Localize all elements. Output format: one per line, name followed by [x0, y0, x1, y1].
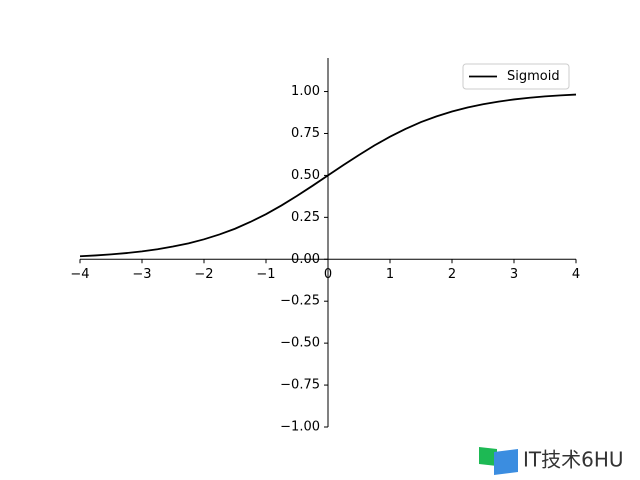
y-tick-label: 0.00 — [291, 252, 320, 267]
y-tick-label: −0.25 — [280, 294, 320, 309]
watermark-logo — [479, 447, 518, 475]
x-tick-label: 1 — [386, 267, 394, 282]
y-tick-label: 0.25 — [291, 210, 320, 225]
y-tick-label: 1.00 — [291, 84, 320, 99]
legend-label: Sigmoid — [507, 69, 560, 84]
line-series — [79, 93, 577, 258]
x-tick-label: −3 — [132, 267, 151, 282]
x-tick-label: 4 — [572, 267, 580, 282]
x-tick-label: −1 — [256, 267, 275, 282]
y-tick-label: −0.50 — [280, 336, 320, 351]
watermark-text: IT技术6HU — [523, 448, 624, 472]
y-tick-label: −1.00 — [280, 420, 320, 435]
y-tick-label: 0.75 — [291, 126, 320, 141]
y-tick-label: −0.75 — [280, 378, 320, 393]
y-tick-label: 0.50 — [291, 168, 320, 183]
x-tick-label: 0 — [324, 267, 332, 282]
x-tick-label: −4 — [70, 267, 89, 282]
x-tick-label: −2 — [194, 267, 213, 282]
x-tick-label: 2 — [448, 267, 456, 282]
legend-box — [462, 63, 570, 90]
x-tick-label: 3 — [510, 267, 518, 282]
